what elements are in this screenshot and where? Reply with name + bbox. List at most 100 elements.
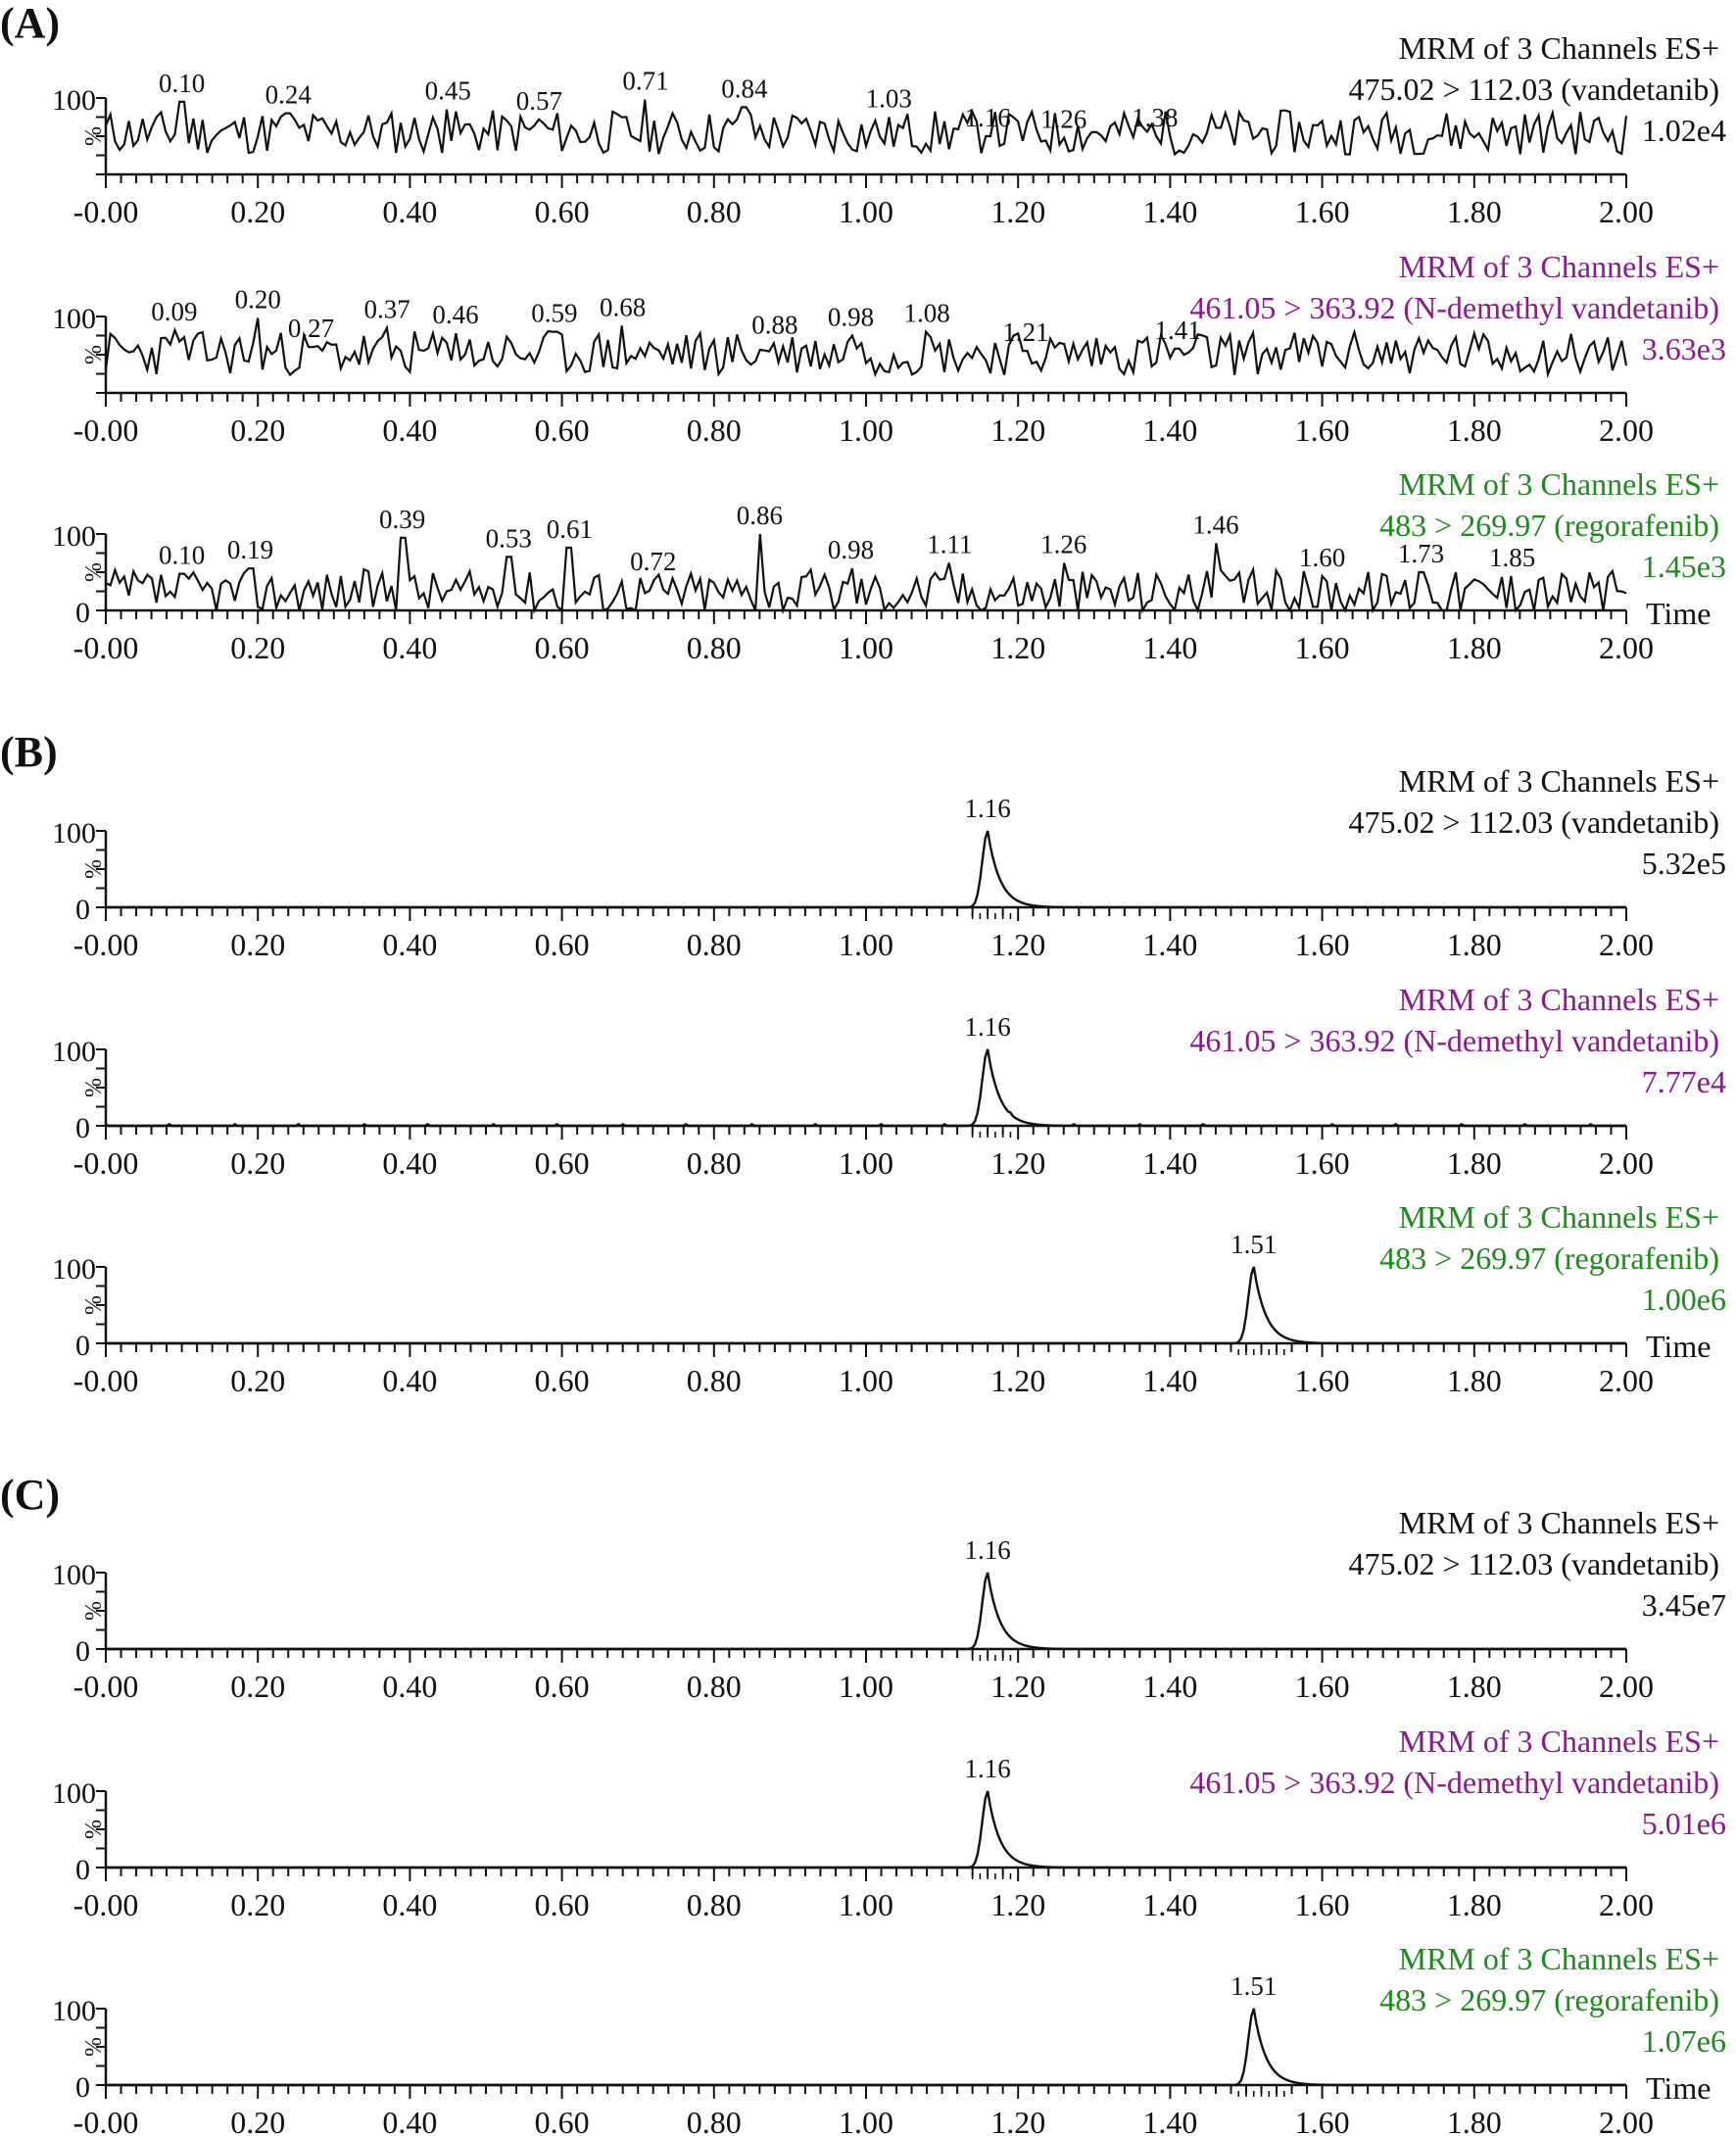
x-tick-label: -0.00 bbox=[73, 1887, 139, 1922]
y-percent-label: % bbox=[81, 1078, 107, 1097]
x-tick-label: 1.40 bbox=[1142, 1887, 1197, 1922]
peak-label: 1.16 bbox=[965, 103, 1011, 132]
x-tick-label: 1.80 bbox=[1447, 1363, 1502, 1398]
x-tick-label: 2.00 bbox=[1599, 413, 1654, 448]
peak-label: 1.16 bbox=[965, 1535, 1011, 1565]
x-tick-label: 0.40 bbox=[382, 1145, 437, 1181]
x-tick-label: -0.00 bbox=[73, 1669, 139, 1704]
peak-label: 1.51 bbox=[1230, 1971, 1277, 2001]
x-tick-label: 0.20 bbox=[230, 2105, 285, 2136]
x-tick-label: 0.40 bbox=[382, 1363, 437, 1398]
channel-intensity: 3.45e7 bbox=[1642, 1587, 1726, 1623]
x-tick-label: 1.60 bbox=[1295, 194, 1350, 229]
x-tick-label: 0.60 bbox=[535, 630, 590, 665]
channel-transition: 475.02 > 112.03 (vandetanib) bbox=[1348, 1546, 1719, 1581]
x-tick-label: 0.60 bbox=[535, 413, 590, 448]
peak-label: 0.20 bbox=[235, 285, 281, 315]
peak-label: 0.09 bbox=[151, 297, 197, 326]
channel-transition: 461.05 > 363.92 (N-demethyl vandetanib) bbox=[1189, 1765, 1719, 1800]
peak-label: 1.26 bbox=[1040, 105, 1086, 134]
channel-transition: 475.02 > 112.03 (vandetanib) bbox=[1348, 72, 1719, 107]
x-tick-label: 1.80 bbox=[1447, 927, 1502, 962]
x-tick-label: 1.60 bbox=[1295, 1887, 1350, 1922]
y-tick-label-100: 100 bbox=[52, 1777, 96, 1810]
y-tick-label-100: 100 bbox=[52, 520, 96, 553]
peak-label: 0.10 bbox=[159, 541, 205, 570]
x-tick-label: 0.20 bbox=[230, 1669, 285, 1704]
channel-intensity: 7.77e4 bbox=[1642, 1064, 1726, 1099]
x-tick-label: 1.80 bbox=[1447, 2105, 1502, 2136]
x-tick-label: 1.80 bbox=[1447, 194, 1502, 229]
y-percent-label: % bbox=[81, 1295, 107, 1315]
x-tick-label: -0.00 bbox=[73, 630, 139, 665]
channel-transition: 461.05 > 363.92 (N-demethyl vandetanib) bbox=[1189, 290, 1719, 325]
x-tick-label: 1.80 bbox=[1447, 413, 1502, 448]
x-tick-label: 0.40 bbox=[382, 630, 437, 665]
x-tick-label: 0.80 bbox=[687, 1363, 742, 1398]
x-tick-label: 1.80 bbox=[1447, 630, 1502, 665]
y-percent-label: % bbox=[81, 1601, 107, 1621]
chromatogram-trace bbox=[106, 1266, 1626, 1345]
chromatogram-3-1 bbox=[96, 1572, 1627, 1663]
peak-label: 1.73 bbox=[1398, 539, 1444, 568]
x-tick-label: 1.60 bbox=[1295, 630, 1350, 665]
channel-transition: 475.02 > 112.03 (vandetanib) bbox=[1348, 804, 1719, 840]
peak-label: 1.51 bbox=[1230, 1230, 1277, 1259]
x-tick-label: 1.20 bbox=[990, 1669, 1045, 1704]
chromatogram-trace bbox=[106, 830, 1626, 909]
chromatogram-trace bbox=[106, 1790, 1626, 1869]
x-tick-label: -0.00 bbox=[73, 1363, 139, 1398]
channel-title: MRM of 3 Channels ES+ bbox=[1399, 982, 1719, 1017]
peak-label: 1.16 bbox=[965, 794, 1011, 823]
channel-title: MRM of 3 Channels ES+ bbox=[1399, 30, 1719, 66]
chromatogram-2-3 bbox=[96, 1266, 1627, 1357]
y-tick-label-100: 100 bbox=[52, 1559, 96, 1591]
x-tick-label: 0.60 bbox=[535, 2105, 590, 2136]
time-axis-label: Time bbox=[1646, 1329, 1711, 1364]
y-tick-label-0: 0 bbox=[75, 894, 90, 926]
x-tick-label: 1.00 bbox=[839, 194, 893, 229]
x-tick-label: 0.40 bbox=[382, 927, 437, 962]
channel-title: MRM of 3 Channels ES+ bbox=[1399, 1199, 1719, 1235]
panel-label: (A) bbox=[0, 0, 60, 47]
peak-label: 1.60 bbox=[1299, 543, 1345, 572]
x-tick-label: 1.00 bbox=[839, 1145, 893, 1181]
peak-label: 0.88 bbox=[751, 310, 797, 339]
x-tick-label: 0.40 bbox=[382, 194, 437, 229]
x-tick-label: 1.80 bbox=[1447, 1145, 1502, 1181]
x-tick-label: 1.20 bbox=[990, 630, 1045, 665]
x-tick-label: 2.00 bbox=[1599, 1887, 1654, 1922]
x-tick-label: 1.80 bbox=[1447, 1887, 1502, 1922]
x-tick-label: 1.00 bbox=[839, 927, 893, 962]
x-tick-label: 0.20 bbox=[230, 1145, 285, 1181]
x-tick-label: 0.20 bbox=[230, 1887, 285, 1922]
peak-label: 1.03 bbox=[866, 84, 912, 114]
chromatogram-trace bbox=[105, 1048, 1626, 1128]
channel-intensity: 1.00e6 bbox=[1642, 1282, 1726, 1317]
x-tick-label: -0.00 bbox=[73, 194, 139, 229]
x-tick-label: 0.60 bbox=[535, 1669, 590, 1704]
x-tick-label: 1.80 bbox=[1447, 1669, 1502, 1704]
x-tick-label: 1.20 bbox=[990, 927, 1045, 962]
peak-label: 0.61 bbox=[547, 514, 593, 544]
peak-label: 0.27 bbox=[288, 314, 334, 343]
x-tick-label: 1.60 bbox=[1295, 927, 1350, 962]
chromatogram-trace bbox=[104, 317, 1628, 379]
chromatogram-trace bbox=[105, 533, 1627, 615]
time-axis-label: Time bbox=[1646, 2070, 1711, 2106]
chromatogram-trace bbox=[106, 1572, 1626, 1651]
x-tick-label: 0.80 bbox=[687, 927, 742, 962]
peak-label: 0.10 bbox=[159, 69, 205, 98]
x-tick-label: 1.00 bbox=[839, 1363, 893, 1398]
y-percent-label: % bbox=[81, 126, 107, 146]
channel-transition: 461.05 > 363.92 (N-demethyl vandetanib) bbox=[1189, 1023, 1719, 1058]
x-tick-label: -0.00 bbox=[73, 413, 139, 448]
x-tick-label: 0.80 bbox=[687, 630, 742, 665]
x-tick-label: 0.80 bbox=[687, 194, 742, 229]
x-tick-label: 0.60 bbox=[535, 1145, 590, 1181]
channel-intensity: 1.02e4 bbox=[1642, 113, 1726, 148]
channel-transition: 483 > 269.97 (regorafenib) bbox=[1379, 508, 1719, 543]
chromatogram-1-1 bbox=[96, 97, 1628, 188]
x-tick-label: 2.00 bbox=[1599, 1145, 1654, 1181]
